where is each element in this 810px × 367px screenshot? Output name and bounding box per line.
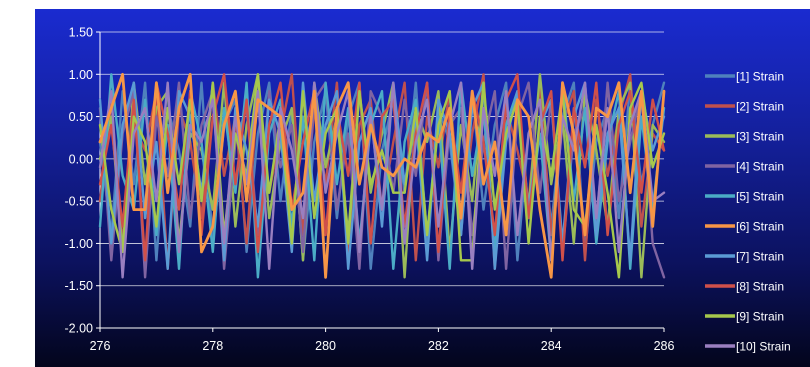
x-tick-label: 278 [202,339,223,353]
legend-label: [5] Strain [736,190,784,204]
x-tick-label: 284 [541,339,562,353]
x-axis-ticks: 276 278 280 282 284 286 [90,339,675,353]
series-lines [98,72,666,279]
y-tick-label: -1.50 [65,279,94,293]
legend-label: [7] Strain [736,250,784,264]
legend-label: [1] Strain [736,70,784,84]
x-tick-label: 282 [428,339,449,353]
legend-label: [8] Strain [736,280,784,294]
x-tick-label: 286 [654,339,675,353]
y-tick-label: -2.00 [65,322,94,336]
y-axis-ticks: 1.50 1.00 0.50 0.00 -0.50 -1.00 -1.50 -2.00 [65,26,94,336]
x-tick-label: 280 [315,339,336,353]
y-tick-label: 0.50 [69,110,93,124]
y-tick-label: -0.50 [65,195,94,209]
legend-label: [3] Strain [736,130,784,144]
legend-label: [10] Strain [736,340,791,354]
y-tick-label: -1.00 [65,237,94,251]
legend-label: [4] Strain [736,160,784,174]
line-chart: 1.50 1.00 0.50 0.00 -0.50 -1.00 -1.50 -2.00 276… [65,26,791,354]
legend-label: [9] Strain [736,310,784,324]
y-tick-label: 1.00 [69,68,93,82]
chart-area: 1.50 1.00 0.50 0.00 -0.50 -1.00 -1.50 -2.00 276… [35,9,810,367]
y-tick-label: 1.50 [69,26,93,40]
x-tick-label: 276 [90,339,111,353]
legend-label: [6] Strain [736,220,784,234]
y-tick-label: 0.00 [69,152,93,166]
legend-label: [2] Strain [736,100,784,114]
series-line-6 [98,72,666,279]
legend: [1] Strain [2] Strain [3] Strain [4] Strain… [705,70,791,354]
